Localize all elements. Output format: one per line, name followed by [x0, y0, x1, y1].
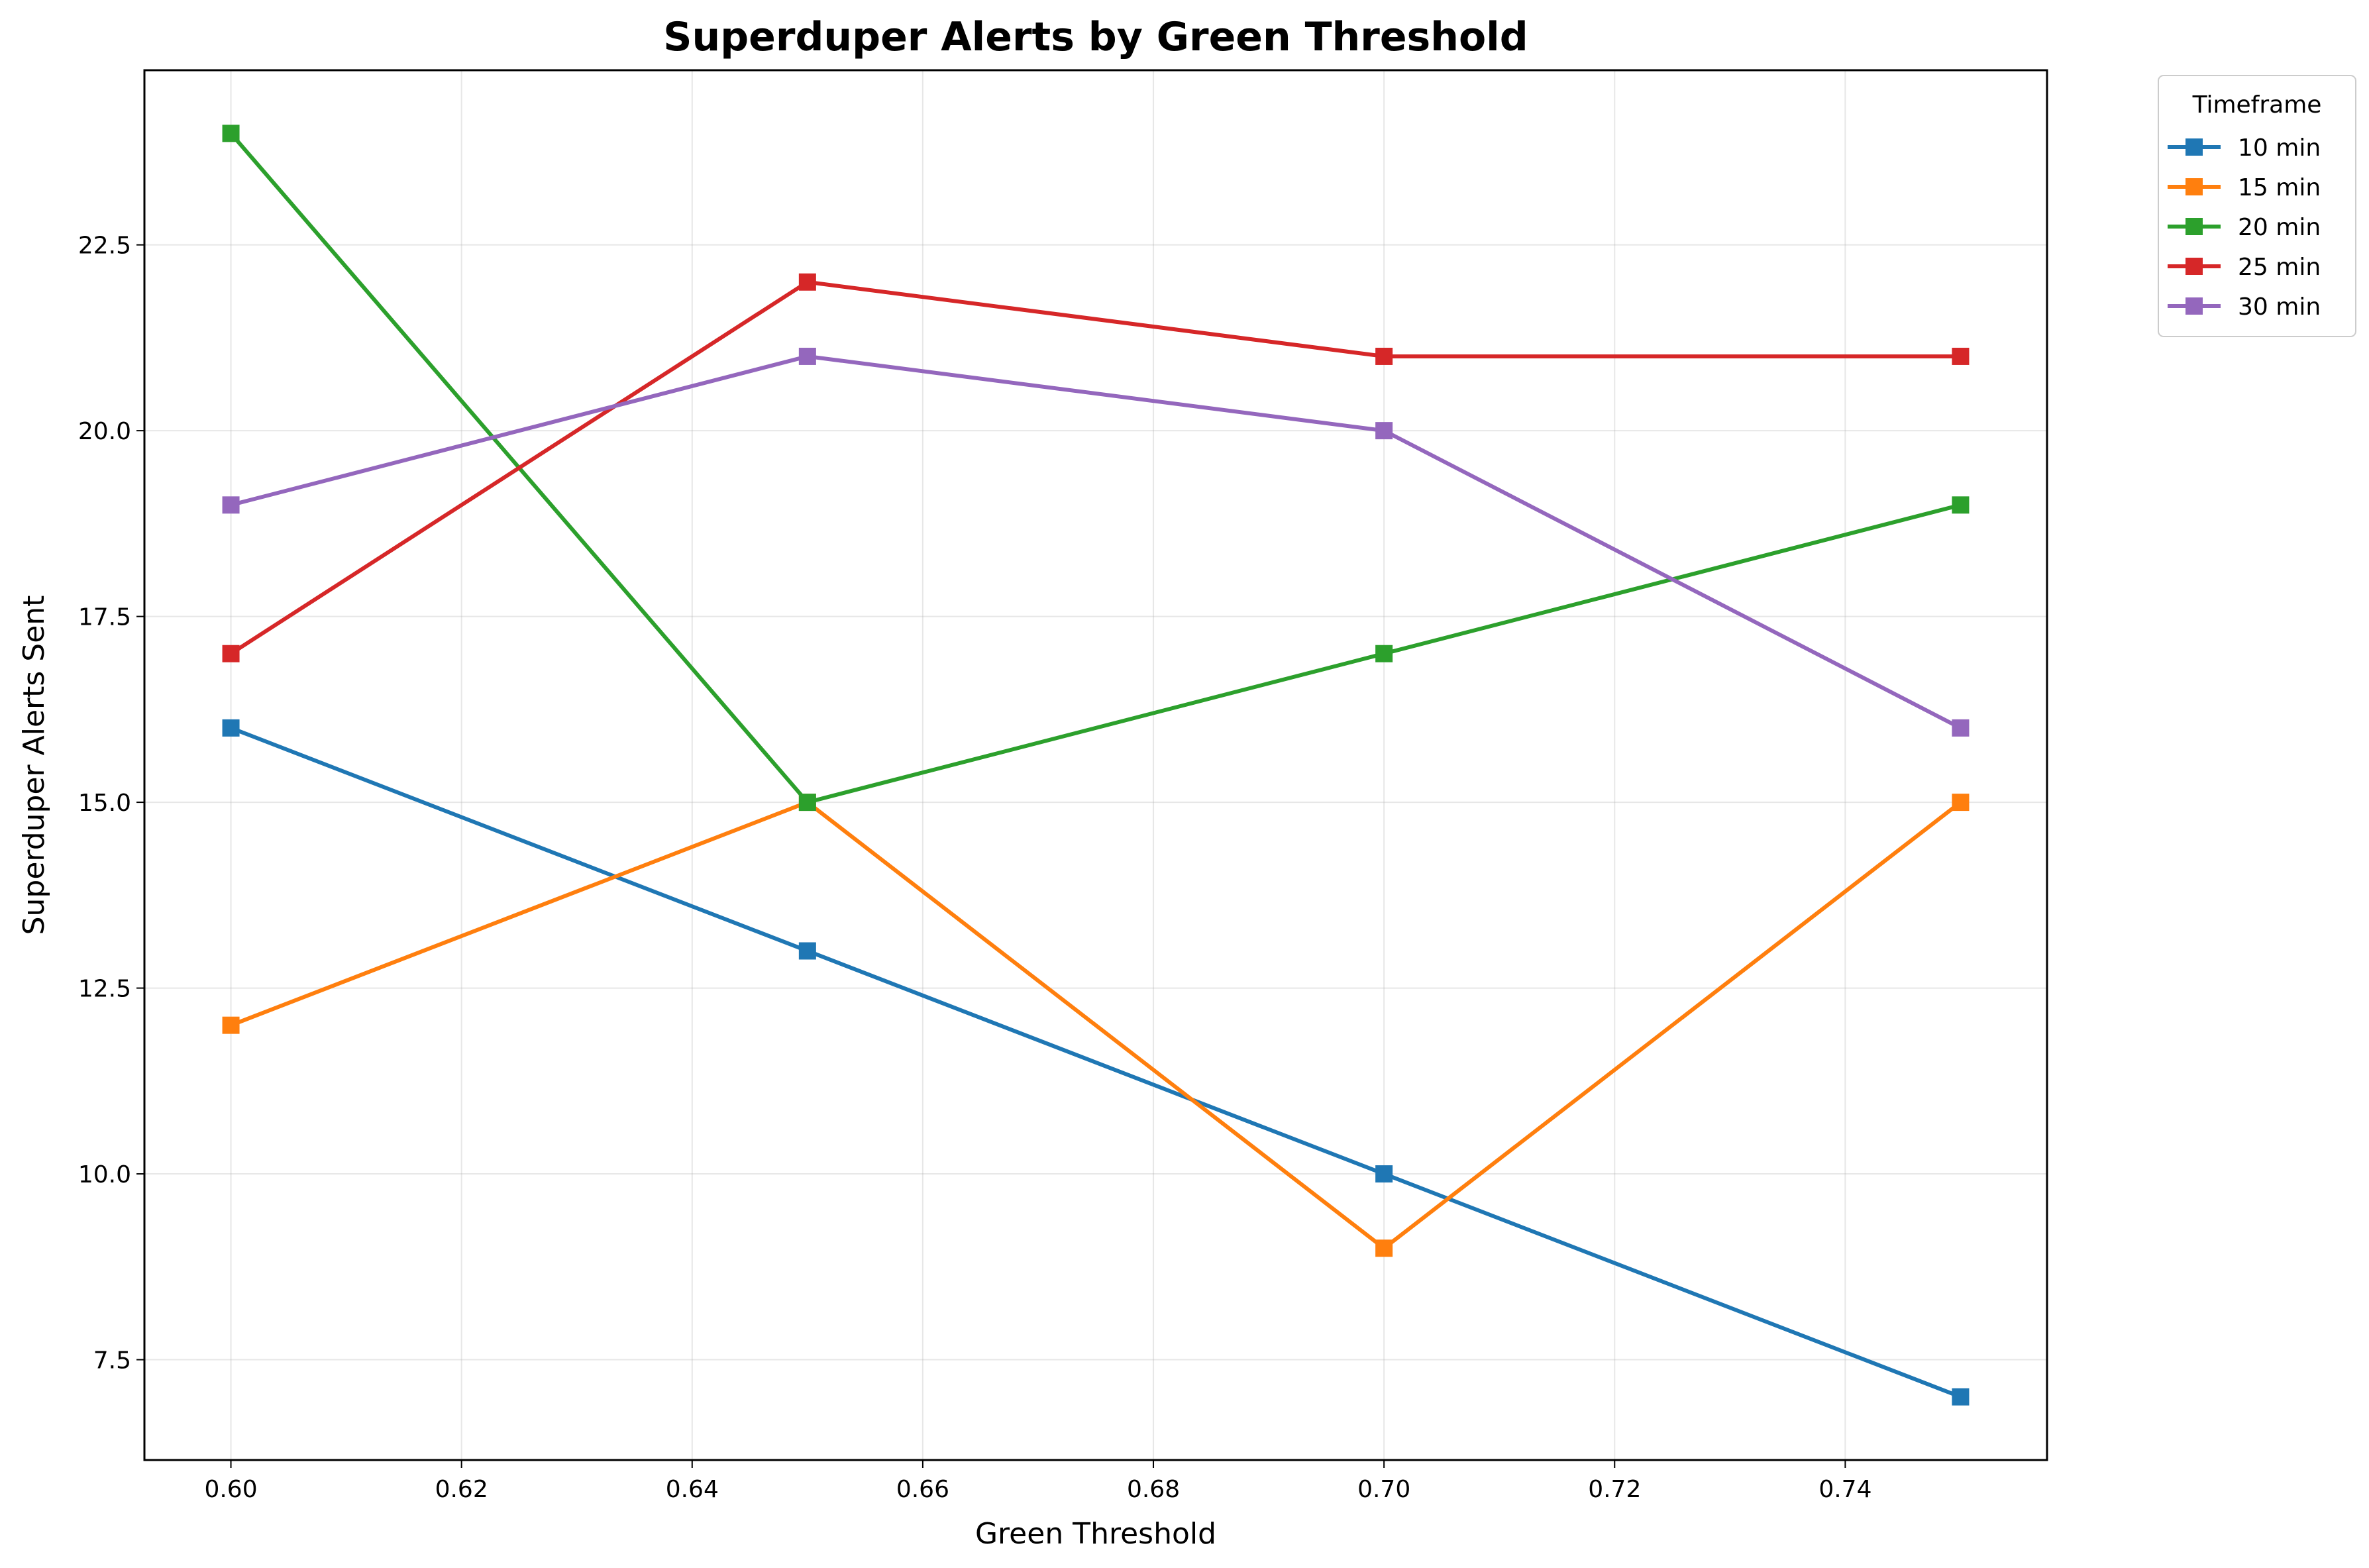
- y-tick-label: 22.5: [78, 233, 131, 260]
- data-point: [1375, 347, 1393, 365]
- data-point: [1952, 496, 1970, 514]
- data-point: [222, 719, 240, 737]
- x-tick-label: 0.74: [1818, 1476, 1871, 1503]
- legend-entry: 30 min: [2168, 293, 2321, 321]
- data-point: [222, 1016, 240, 1034]
- data-point: [1952, 347, 1970, 365]
- y-tick-label: 10.0: [78, 1161, 131, 1188]
- data-point: [798, 942, 816, 960]
- legend-entry: 15 min: [2168, 174, 2321, 201]
- x-tick-label: 0.62: [435, 1476, 488, 1503]
- y-axis-label: Superduper Alerts Sent: [17, 596, 51, 935]
- data-point: [1952, 794, 1970, 811]
- y-tick-label: 20.0: [78, 418, 131, 445]
- legend-swatch-marker: [2185, 297, 2203, 315]
- series-line: [230, 354, 1962, 730]
- series-25-min: [222, 273, 1970, 662]
- data-point: [1375, 645, 1393, 662]
- legend-entry: 10 min: [2168, 134, 2321, 162]
- legend-title: Timeframe: [2192, 91, 2322, 119]
- y-tick-label: 7.5: [93, 1347, 131, 1375]
- series-line: [229, 132, 1962, 805]
- x-tick-label: 0.64: [666, 1476, 719, 1503]
- plot-area: [143, 69, 2048, 1461]
- series-line: [230, 800, 1962, 1251]
- legend-label: 10 min: [2238, 134, 2321, 162]
- grid: [144, 70, 2047, 1460]
- legend-entries: 10 min 15 min 20 min 25 min 30 min: [2168, 134, 2321, 321]
- series-line: [229, 280, 1961, 656]
- data-point: [1952, 719, 1970, 737]
- data-point: [1375, 1239, 1393, 1257]
- legend-swatch-marker: [2185, 258, 2203, 275]
- x-tick-label: 0.60: [204, 1476, 257, 1503]
- axis-ticks: 0.60 0.62 0.64 0.66 0.68 0.70 0.72 0.74 7.5 10.0 1…: [78, 233, 1872, 1503]
- data-point: [798, 347, 816, 365]
- legend-label: 20 min: [2238, 214, 2321, 241]
- data-point: [798, 794, 816, 811]
- y-tick-label: 17.5: [78, 604, 131, 631]
- series-15-min: [222, 794, 1970, 1257]
- data-point: [798, 273, 816, 291]
- legend-label: 30 min: [2238, 293, 2321, 321]
- series-line: [230, 726, 1962, 1399]
- legend-entry: 20 min: [2168, 214, 2321, 241]
- data-point: [1375, 1165, 1393, 1183]
- legend-frame: [2158, 75, 2356, 337]
- x-tick-label: 0.66: [896, 1476, 949, 1503]
- data-point: [1952, 1388, 1970, 1406]
- series-30-min: [222, 347, 1970, 737]
- x-tick-label: 0.72: [1588, 1476, 1641, 1503]
- legend-label: 15 min: [2238, 174, 2321, 201]
- series-20-min: [222, 125, 1970, 811]
- chart-title: Superduper Alerts by Green Threshold: [663, 14, 1528, 60]
- legend: Timeframe 10 min 15 min 20 min 25 min 30 min: [2158, 75, 2356, 337]
- legend-swatch-marker: [2185, 138, 2203, 156]
- x-axis-label: Green Threshold: [975, 1517, 1216, 1551]
- x-tick-label: 0.70: [1357, 1476, 1410, 1503]
- series-10-min: [222, 719, 1970, 1406]
- data-point: [222, 496, 240, 514]
- data-point: [222, 125, 240, 142]
- series-lines: [222, 125, 1970, 1406]
- legend-label: 25 min: [2238, 254, 2321, 281]
- data-point: [1375, 422, 1393, 440]
- legend-swatch-marker: [2185, 218, 2203, 235]
- x-tick-label: 0.68: [1127, 1476, 1180, 1503]
- y-tick-label: 15.0: [78, 790, 131, 817]
- data-point: [222, 645, 240, 662]
- y-tick-label: 12.5: [78, 976, 131, 1003]
- legend-entry: 25 min: [2168, 254, 2321, 281]
- legend-swatch-marker: [2185, 178, 2203, 195]
